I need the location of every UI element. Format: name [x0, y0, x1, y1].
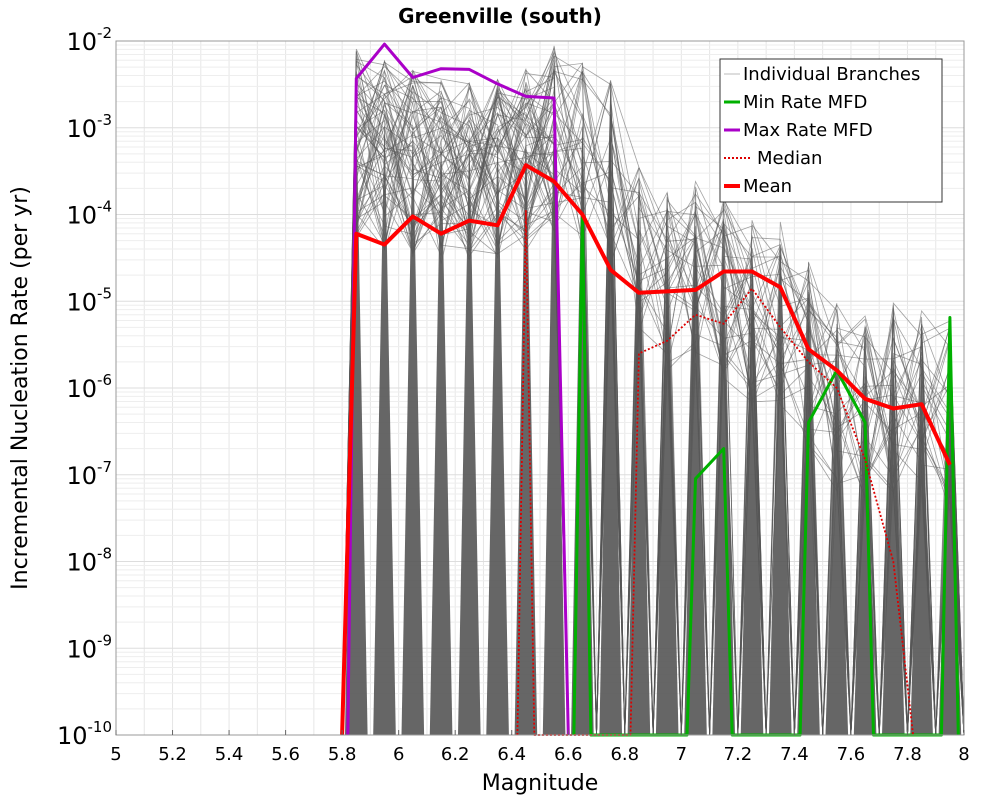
- x-tick-label: 5.2: [158, 744, 187, 765]
- x-tick-label: 5.8: [328, 744, 357, 765]
- branch-spike: [882, 353, 905, 735]
- y-tick-label: 10-4: [66, 198, 112, 230]
- branch-spike: [825, 353, 849, 735]
- y-tick-exponent: -8: [97, 545, 112, 563]
- x-axis-label: Magnitude: [482, 771, 599, 796]
- branch-spike: [599, 127, 622, 736]
- y-tick-label: 10-5: [66, 284, 112, 316]
- y-tick-exponent: -9: [97, 631, 112, 649]
- branch-spike: [910, 353, 933, 735]
- branch-spike: [373, 112, 396, 735]
- y-tick-exponent: -4: [97, 198, 112, 216]
- x-tick-label: 6.4: [497, 744, 526, 765]
- y-tick-label: 10-10: [57, 718, 112, 750]
- y-tick-base: 10: [66, 549, 97, 577]
- x-tick-label: 7.2: [724, 744, 753, 765]
- x-tick-label: 7.8: [893, 744, 922, 765]
- y-axis-label: Incremental Nucleation Rate (per yr): [8, 186, 33, 590]
- y-tick-exponent: -7: [97, 458, 112, 476]
- y-tick-base: 10: [66, 202, 97, 230]
- x-tick-label: 8: [958, 744, 969, 765]
- y-tick-exponent: -10: [88, 718, 113, 736]
- branch-spike: [458, 127, 481, 736]
- branch-spike: [542, 97, 566, 735]
- y-tick-label: 10-8: [66, 545, 112, 577]
- branch-spike: [769, 266, 792, 735]
- chart-title: Greenville (south): [398, 4, 602, 28]
- legend-label: Mean: [743, 176, 792, 197]
- x-tick-label: 7.6: [837, 744, 866, 765]
- y-tick-label: 10-9: [66, 631, 112, 663]
- y-tick-base: 10: [66, 375, 97, 403]
- branch-line: [341, 78, 965, 736]
- y-tick-base: 10: [57, 722, 88, 750]
- x-tick-label: 6.2: [441, 744, 470, 765]
- x-tick-label: 5.6: [271, 744, 300, 765]
- y-tick-exponent: -2: [97, 24, 112, 42]
- y-tick-label: 10-2: [66, 24, 112, 56]
- x-tick-label: 6.6: [554, 744, 583, 765]
- branch-line: [341, 70, 965, 736]
- branch-line: [341, 93, 965, 736]
- branch-spike: [655, 240, 679, 735]
- y-tick-exponent: -6: [97, 371, 112, 389]
- plot-frame: [115, 40, 965, 736]
- branch-spike: [401, 119, 425, 736]
- legend-label: Min Rate MFD: [743, 92, 867, 113]
- branch-line: [341, 59, 964, 736]
- x-tick-label: 7: [676, 744, 687, 765]
- y-tick-exponent: -5: [97, 284, 112, 302]
- grid: [115, 41, 965, 736]
- legend-label: Max Rate MFD: [743, 120, 873, 141]
- legend-label: Individual Branches: [743, 64, 920, 85]
- x-tick-label: 7.4: [780, 744, 809, 765]
- legend-box: [719, 58, 943, 203]
- x-tick-label: 5: [110, 744, 121, 765]
- y-tick-base: 10: [66, 28, 97, 56]
- y-tick-base: 10: [66, 462, 97, 490]
- branch-line: [341, 63, 965, 736]
- y-tick-base: 10: [66, 288, 97, 316]
- y-tick-base: 10: [66, 635, 97, 663]
- legend-label: Median: [757, 148, 822, 169]
- x-tick-label: 6: [393, 744, 404, 765]
- x-tick-label: 6.8: [610, 744, 639, 765]
- legend: Individual Branches Min Rate MFD Max Rate …: [719, 58, 943, 203]
- y-tick-exponent: -3: [97, 111, 112, 129]
- series-mean: [340, 163, 952, 736]
- y-tick-label: 10-3: [66, 111, 112, 143]
- x-axis-ticks: 5 5.2 5.4 5.6 5.8 6 6.2 6.4 6.6 6.8 7 7.2 7.4 7.6 7.8 8: [110, 730, 970, 765]
- branch-spike: [429, 127, 453, 736]
- series-max-rate-mfd: [346, 42, 570, 736]
- branch-spike: [486, 127, 509, 736]
- x-tick-label: 5.4: [215, 744, 244, 765]
- y-tick-label: 10-7: [66, 458, 112, 490]
- branch-spike: [627, 214, 651, 735]
- branch-spike: [740, 266, 764, 735]
- y-tick-label: 10-6: [66, 371, 112, 403]
- y-tick-base: 10: [66, 115, 97, 143]
